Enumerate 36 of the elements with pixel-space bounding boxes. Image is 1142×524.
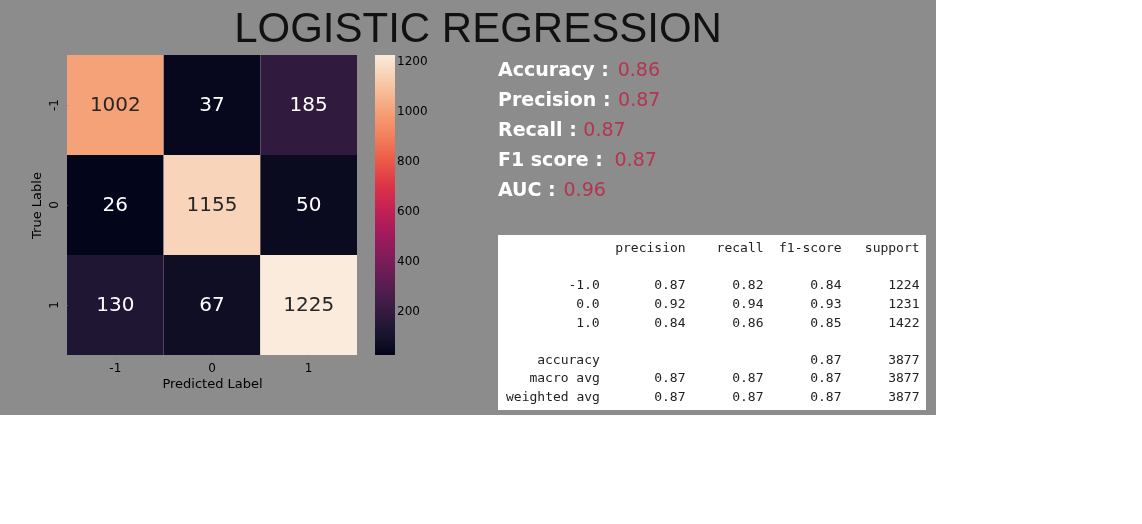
text: Precision : 0.87 xyxy=(498,88,661,110)
data-label: 185 xyxy=(289,92,328,116)
text: 0.0 0.92 0.94 0.93 1231 xyxy=(576,295,920,311)
x-axis-title: Predicted Label xyxy=(162,375,263,391)
color-bar-label: 1200 xyxy=(397,54,428,69)
y-tick-label: 0 xyxy=(46,201,61,209)
data-label: 1225 xyxy=(283,292,335,316)
color-bar-label: 400 xyxy=(397,254,420,269)
y-tick-label: -1 xyxy=(46,99,61,111)
text: F1 score : 0.87 xyxy=(498,148,657,170)
text: AUC : 0.96 xyxy=(498,178,606,200)
color-bar-label: 600 xyxy=(397,204,420,219)
x-tick-label: -1 xyxy=(109,360,122,375)
text: weighted avg 0.87 0.87 0.87 3877 xyxy=(506,388,920,404)
text: -1.0 0.87 0.82 0.84 1224 xyxy=(568,277,920,293)
data-label: 67 xyxy=(199,292,225,316)
x-tick-label: 1 xyxy=(304,360,313,375)
text: 1.0 0.84 0.86 0.85 1422 xyxy=(576,314,920,330)
data-label: 26 xyxy=(102,192,129,216)
color-bar-label: 200 xyxy=(397,304,420,319)
data-label: 37 xyxy=(199,92,225,116)
data-label: 130 xyxy=(96,292,135,316)
color-bar-label: 1000 xyxy=(397,104,428,119)
data-label: 1155 xyxy=(186,192,238,216)
text: Recall : 0.87 xyxy=(498,118,626,140)
text: macro avg 0.87 0.87 0.87 3877 xyxy=(529,370,920,386)
color-bar-label: 800 xyxy=(397,154,420,169)
y-tick-label: 1 xyxy=(46,301,61,309)
text: LOGISTIC REGRESSION xyxy=(234,4,722,51)
x-tick-label: 0 xyxy=(208,360,216,375)
y-axis-title: True Lable xyxy=(28,172,44,240)
data-label: 1002 xyxy=(89,92,141,116)
data-label: 50 xyxy=(295,192,322,216)
text: accuracy 0.87 3877 xyxy=(537,351,920,367)
text: Accuracy : 0.86 xyxy=(498,58,661,80)
text: precision recall f1-score support xyxy=(615,240,920,256)
